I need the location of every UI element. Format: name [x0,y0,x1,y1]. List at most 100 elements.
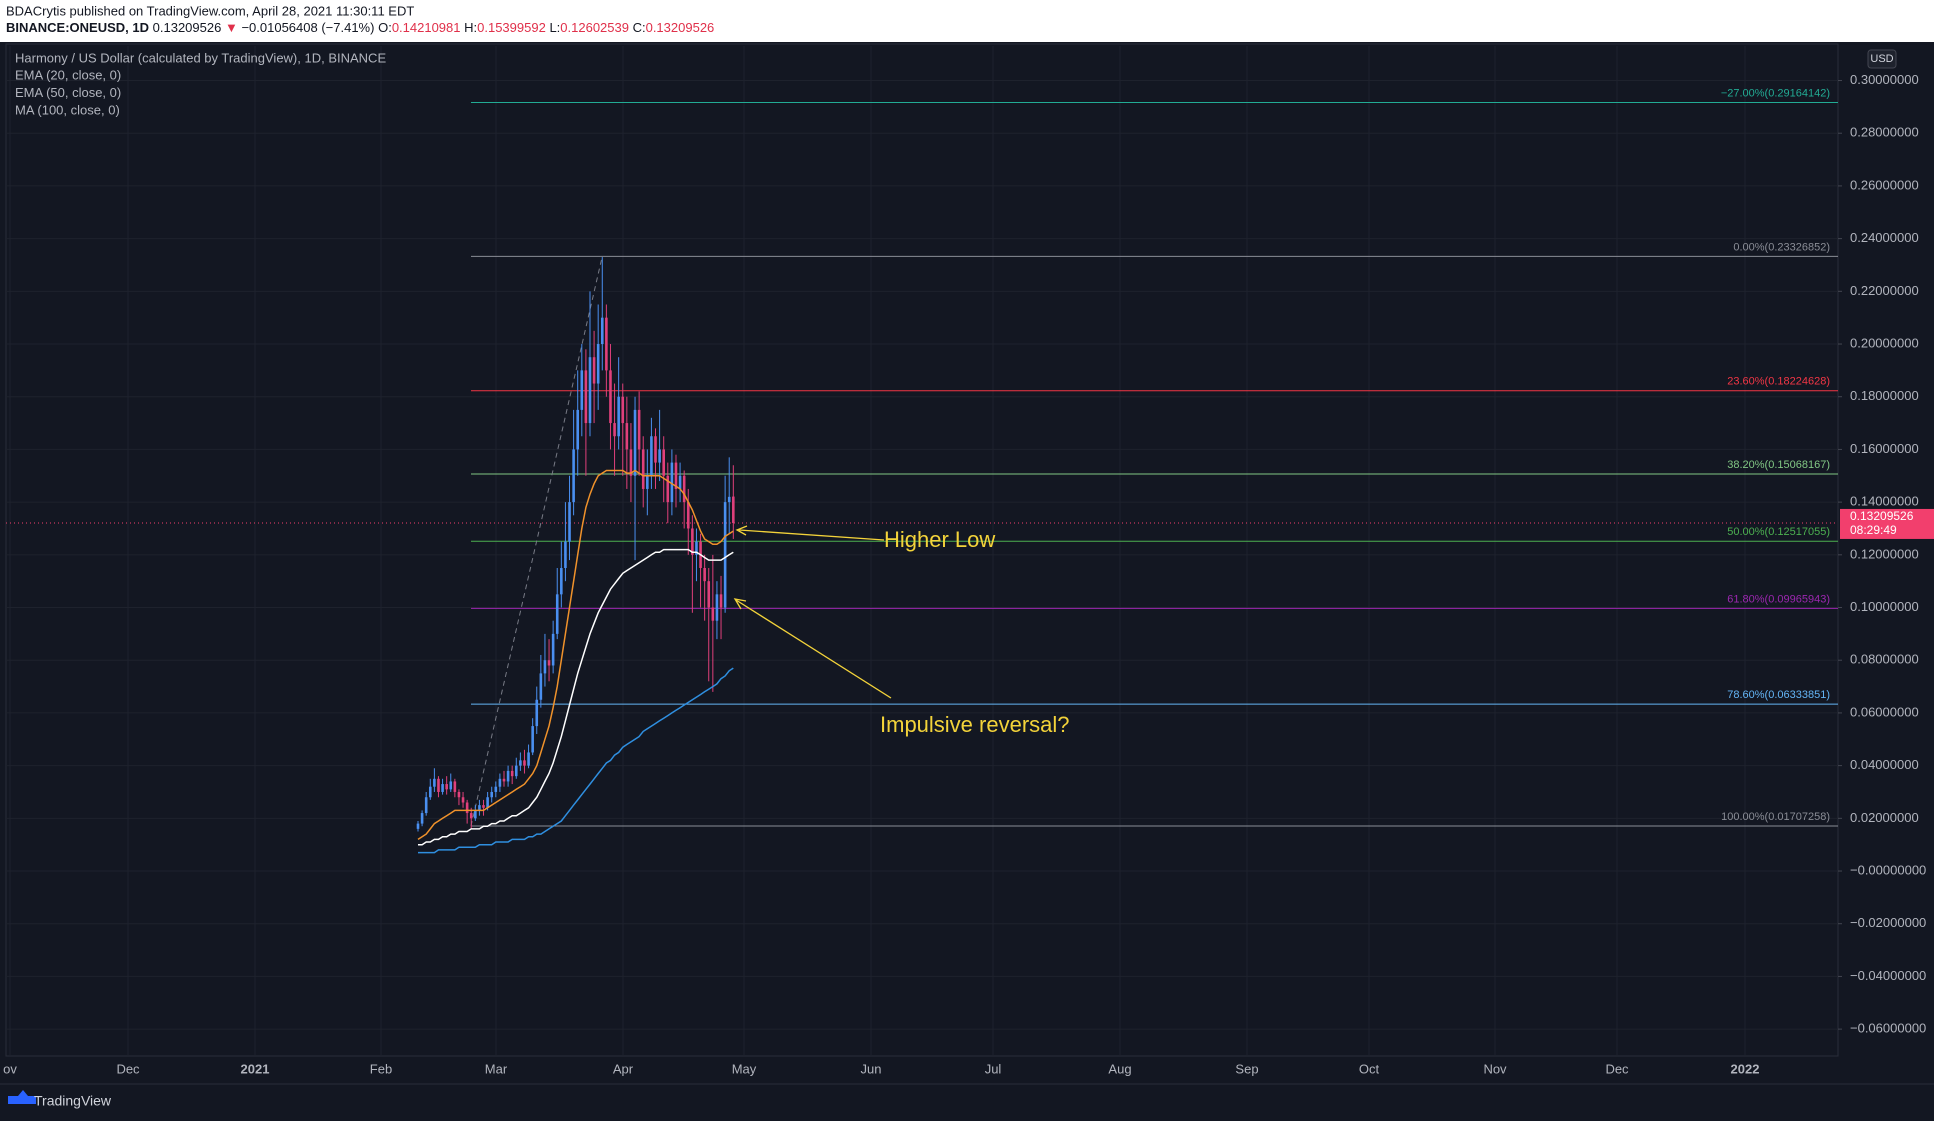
candle-body [641,449,645,489]
candle-body [682,475,686,503]
candle-body [535,699,539,727]
fib-trend [470,256,603,827]
x-tick-label: Jul [985,1061,1002,1076]
candle-body [482,805,485,808]
candle-body [547,660,551,666]
y-tick-label: −0.02000000 [1850,915,1926,930]
x-tick-label: Sep [1235,1061,1258,1076]
candle-body [568,502,571,542]
candle-body [424,797,428,814]
candle-body [629,449,633,476]
candle-body [514,765,518,777]
candle-body [449,781,453,790]
candle-body [703,567,706,582]
y-tick-label: 0.22000000 [1850,283,1919,298]
x-tick-label: Oct [1359,1061,1380,1076]
candle-body [707,581,711,608]
legend-entry: EMA (50, close, 0) [15,85,121,100]
annotation-arrow [738,529,885,541]
candle-body [461,797,465,803]
candle-body [498,778,502,787]
candle-body [457,791,461,798]
candle-body [596,344,600,384]
candle-body [555,594,559,634]
legend-entry: EMA (20, close, 0) [15,67,121,82]
fib-label: −27.00%(0.29164142) [1721,87,1830,99]
candle-body [580,370,584,410]
brand-logo [8,1090,36,1104]
plot-area [5,43,1839,1057]
header-bg [0,0,1934,42]
y-tick-label: −0.06000000 [1850,1021,1926,1036]
candle-body [609,370,612,424]
candle-body [478,805,481,811]
y-tick-label: 0.04000000 [1850,757,1919,772]
currency: USD [1870,53,1893,65]
x-tick-label: Aug [1108,1061,1131,1076]
indicator-line [417,469,734,841]
x-tick-label: May [732,1061,757,1076]
candle-body [621,396,625,424]
x-tick-label: ov [3,1061,17,1076]
h-label: H: [464,20,477,35]
x-tick-label: Mar [485,1061,508,1076]
candle-body [576,409,580,450]
c-label: C: [633,20,646,35]
candle-body [494,786,498,792]
candle-body [719,594,723,608]
candle-body [617,396,620,437]
candle-body [506,770,510,782]
countdown: 08:29:49 [1850,523,1897,537]
fib-label: 23.60%(0.18224628) [1727,376,1830,388]
candle-body [539,673,543,700]
indicator-line [418,548,734,846]
last-price-badge [1840,508,1934,539]
candle-body [474,810,477,819]
candle-body [502,778,506,782]
candle-body [531,726,534,753]
candle-body [584,370,588,424]
x-tick-label: Nov [1483,1061,1507,1076]
legend-entry: MA (100, close, 0) [15,102,120,117]
arrow-head [735,525,748,536]
candle-body [613,423,616,437]
y-tick-label: −0.04000000 [1850,968,1926,983]
x-tick-label: 2022 [1731,1061,1760,1076]
candle-body [727,496,731,503]
candle-body [433,778,436,787]
y-tick-label: 0.08000000 [1850,652,1919,667]
candle-body [600,317,604,345]
candle-body [633,409,637,476]
last-price-label: 0.13209526 [1850,509,1914,523]
y-tick-label: 0.02000000 [1850,810,1919,825]
candle-body [670,462,674,503]
candle-body [519,760,522,766]
x-tick-label: Feb [370,1061,392,1076]
candle-body [428,786,432,798]
candle-body [441,784,444,792]
candle-body [510,770,514,777]
candle-body [588,357,592,424]
candle-body [437,778,440,792]
candle-body [560,567,563,595]
y-tick-label: 0.10000000 [1850,599,1919,614]
marks: −27.00%(0.29164142) 0.00%(0.23326852) 23.6… [6,87,1838,854]
arrow-head [733,598,747,610]
l-label: L: [549,20,560,35]
change-arrow: ▼ [225,20,238,35]
c-value: 0.13209526 [646,20,715,35]
candle-body [551,633,555,666]
annotation-arrow [735,599,892,699]
x-tick-label: Jun [861,1061,882,1076]
y-tick-label: 0.16000000 [1850,441,1919,456]
chart-title: Harmony / US Dollar (calculated by Tradi… [15,50,386,65]
annotation: Impulsive reversal? [880,712,1070,737]
candle-body [445,784,448,790]
candle-body [654,436,657,463]
candle-body [666,475,670,503]
candle-body [572,449,575,503]
y-tick-label: 0.28000000 [1850,125,1919,140]
candle-body [678,475,682,489]
candle-body [490,791,494,798]
